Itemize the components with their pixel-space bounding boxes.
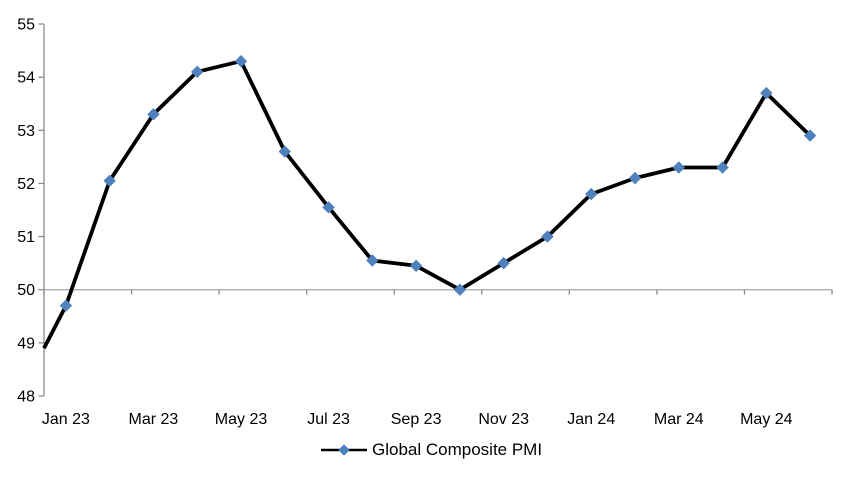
svg-text:52: 52 [17, 176, 35, 193]
svg-text:Jan 23: Jan 23 [42, 411, 90, 428]
legend-label: Global Composite PMI [372, 440, 543, 459]
y-axis: 48 49 50 51 52 53 54 55 [17, 17, 45, 406]
svg-text:Nov 23: Nov 23 [478, 411, 529, 428]
svg-text:Sep 23: Sep 23 [391, 411, 442, 428]
svg-text:48: 48 [17, 389, 35, 406]
svg-text:Mar 24: Mar 24 [654, 411, 704, 428]
legend-line-marker-icon [321, 444, 367, 456]
pmi-series-line [42, 59, 812, 350]
svg-text:May 24: May 24 [740, 411, 793, 428]
svg-text:50: 50 [17, 282, 35, 299]
x-axis-reference-line: Jan 23 Mar 23 May 23 Jul 23 Sep 23 Nov 23 Jan … [42, 289, 833, 428]
svg-text:Mar 23: Mar 23 [129, 411, 179, 428]
svg-text:51: 51 [17, 229, 35, 246]
svg-text:Jul 23: Jul 23 [307, 411, 350, 428]
svg-text:Jan 24: Jan 24 [567, 411, 615, 428]
svg-text:54: 54 [17, 70, 35, 87]
svg-text:55: 55 [17, 17, 35, 34]
svg-text:53: 53 [17, 123, 35, 140]
chart-legend: Global Composite PMI [321, 440, 542, 460]
pmi-series-markers [59, 54, 817, 312]
svg-text:49: 49 [17, 335, 35, 352]
svg-text:May 23: May 23 [215, 411, 268, 428]
